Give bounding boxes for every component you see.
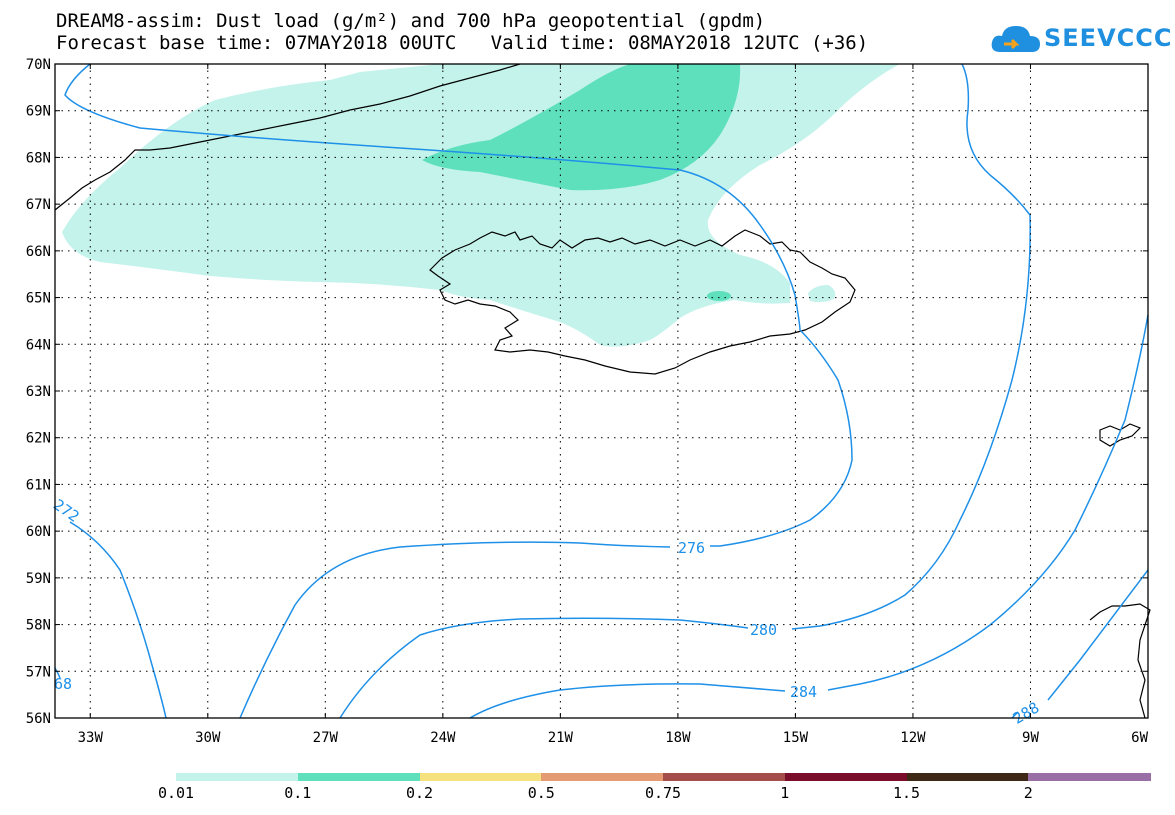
scotland-coastline <box>1089 603 1151 719</box>
lat-label: 65N <box>26 291 51 307</box>
lat-label: 70N <box>26 57 51 73</box>
colorbar-label: 0.75 <box>644 784 682 802</box>
contour-line-upper <box>64 63 853 547</box>
contour-label-276: 276 <box>678 539 705 557</box>
colorbar-segment <box>906 773 1029 781</box>
dust-region-medium <box>422 64 741 191</box>
graticule <box>55 63 1149 719</box>
dust-patch-east <box>808 285 836 303</box>
contour-label-284: 284 <box>790 683 817 701</box>
lon-label: 33W <box>78 730 104 746</box>
colorbar-label: 2 <box>1023 784 1033 802</box>
longitude-labels: 33W 30W 27W 24W 21W 18W 15W 12W 9W 6W <box>78 730 1149 746</box>
lat-label: 62N <box>26 431 51 447</box>
lon-label: 30W <box>195 730 221 746</box>
lat-label: 57N <box>26 664 51 680</box>
colorbar-segment <box>663 773 786 781</box>
lat-label: 59N <box>26 571 51 587</box>
cloud-icon <box>991 26 1040 52</box>
geopotential-contours <box>54 63 1149 719</box>
latitude-labels: 70N 69N 68N 67N 66N 65N 64N 63N 62N 61N 60N 59N 58N 5… <box>26 57 51 727</box>
lon-label: 9W <box>1022 730 1039 746</box>
colorbar-label: 1.5 <box>892 784 921 802</box>
contour-label-280: 280 <box>750 621 777 639</box>
lon-label: 27W <box>313 730 339 746</box>
colorbar-segment <box>419 773 542 781</box>
colorbar-label: 0.2 <box>405 784 434 802</box>
contour-line-288 <box>1047 569 1149 701</box>
contour-line-272 <box>69 521 167 719</box>
colorbar-label: 0.01 <box>157 784 195 802</box>
lat-label: 64N <box>26 337 51 353</box>
lat-label: 63N <box>26 384 51 400</box>
contour-label-68: 68 <box>54 675 72 693</box>
seevccc-logo: SEEVCCC <box>990 22 1172 58</box>
lon-label: 15W <box>783 730 809 746</box>
map-frame <box>54 63 1149 719</box>
colorbar-label: 0.5 <box>527 784 555 802</box>
lon-label: 24W <box>430 730 456 746</box>
chart-title: DREAM8-assim: Dust load (g/m²) and 700 h… <box>56 10 766 32</box>
lat-label: 69N <box>26 104 51 120</box>
colorbar-segment <box>1028 773 1151 781</box>
contour-line-276 <box>239 541 671 719</box>
lon-label: 18W <box>665 730 691 746</box>
lon-label: 6W <box>1131 730 1148 746</box>
lat-label: 68N <box>26 150 51 166</box>
colorbar-segment <box>784 773 907 781</box>
contour-line-east-2 <box>827 314 1149 691</box>
lat-label: 58N <box>26 618 51 634</box>
dust-load-shading <box>62 64 900 347</box>
colorbar-segment <box>176 773 299 781</box>
lon-label: 21W <box>548 730 574 746</box>
lat-label: 67N <box>26 197 51 213</box>
faroe-islands <box>1099 423 1142 447</box>
lat-label: 61N <box>26 477 51 493</box>
contour-line-east <box>791 63 1031 630</box>
lat-label: 60N <box>26 524 51 540</box>
chart-subtitle: Forecast base time: 07MAY2018 00UTC Vali… <box>56 32 869 54</box>
lat-label: 66N <box>26 244 51 260</box>
dust-spot <box>707 291 731 301</box>
colorbar-label: 1 <box>780 784 790 802</box>
contour-label-288: 288 <box>1010 699 1042 728</box>
lat-label: 56N <box>26 711 51 727</box>
colorbar-segment <box>541 773 664 781</box>
contour-line-284 <box>469 683 786 719</box>
contour-line-288-left <box>1011 711 1019 719</box>
colorbar-segment <box>297 773 420 781</box>
lon-label: 12W <box>900 730 926 746</box>
colorbar-label: 0.1 <box>284 784 312 802</box>
iceland-coastline <box>429 229 856 375</box>
logo-text: SEEVCCC <box>1044 24 1173 52</box>
contour-line-280 <box>339 617 749 719</box>
